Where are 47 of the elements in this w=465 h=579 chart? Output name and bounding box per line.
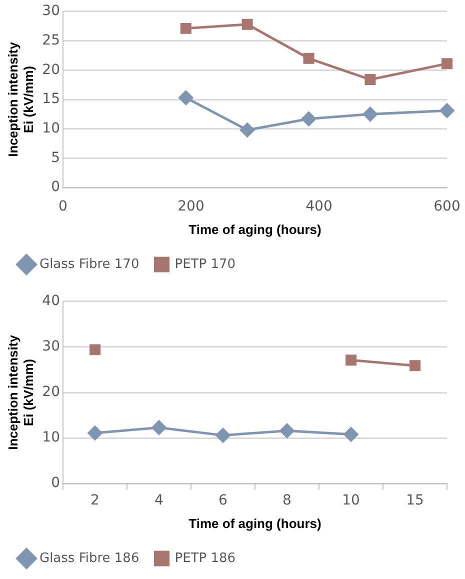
y-axis-title: Inception intensity Ei (kV/mm) <box>5 334 36 450</box>
y-tick-label: 30 <box>42 3 60 20</box>
point <box>180 22 192 34</box>
point <box>346 354 356 366</box>
point <box>362 106 378 122</box>
point <box>90 344 101 356</box>
point <box>88 426 102 440</box>
point <box>442 58 452 70</box>
x-tick-label: 6 <box>218 492 228 509</box>
y-tick-label: 20 <box>42 62 60 78</box>
point <box>280 424 294 438</box>
y-axis-title: Inception intensity Ei (kV/mm) <box>5 41 36 157</box>
point <box>242 18 253 30</box>
legend-label: PETP 170 <box>174 256 236 272</box>
x-tick-label: 400 <box>306 198 332 215</box>
point <box>344 427 358 442</box>
point <box>440 103 454 118</box>
y-tick-label: 10 <box>42 120 60 137</box>
x-tick-label: 4 <box>154 492 164 509</box>
point <box>178 90 194 105</box>
legend-label: Glass Fibre 170 <box>40 256 140 272</box>
y-tick-label: 15 <box>42 91 60 108</box>
point <box>216 428 230 443</box>
y-tick-label: 30 <box>42 338 60 355</box>
y-tick-label: 0 <box>51 179 60 196</box>
x-axis-title: Time of aging (hours) <box>188 516 322 531</box>
y-tick-label: 5 <box>51 150 60 166</box>
y-tick-label: 20 <box>42 384 60 400</box>
x-tick-label: 15 <box>406 492 424 509</box>
legend-label: PETP 186 <box>174 550 236 566</box>
legend-label: Glass Fibre 186 <box>40 550 140 566</box>
y-tick-label: 10 <box>42 430 60 446</box>
x-tick-label: 8 <box>282 492 292 509</box>
point <box>410 360 420 372</box>
x-tick-label: 200 <box>178 198 204 215</box>
point <box>303 52 314 64</box>
x-tick-label: 600 <box>434 198 460 215</box>
point <box>240 122 255 138</box>
point <box>302 112 316 126</box>
x-axis-title: Time of aging (hours) <box>188 222 322 237</box>
point <box>152 420 166 435</box>
x-tick-label: 10 <box>342 492 360 509</box>
y-tick-label: 40 <box>42 293 60 310</box>
point <box>364 74 376 86</box>
y-tick-label: 0 <box>51 475 60 492</box>
y-tick-label: 25 <box>42 32 60 48</box>
x-tick-label: 2 <box>90 492 100 509</box>
